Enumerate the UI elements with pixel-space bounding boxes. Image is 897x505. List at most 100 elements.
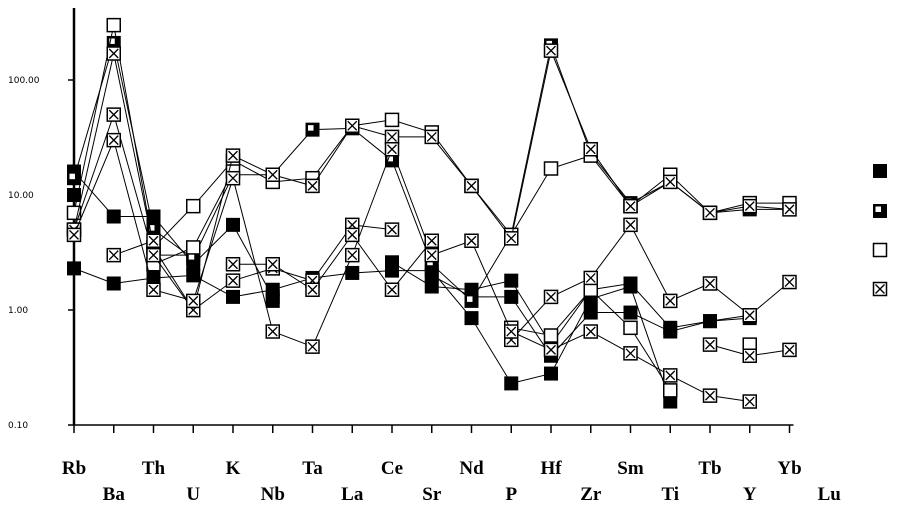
data-point <box>504 289 519 304</box>
series-line <box>233 234 433 291</box>
x-category-label: Ce <box>381 458 403 479</box>
data-point <box>106 276 121 291</box>
data-point <box>464 311 479 326</box>
y-tick-labels: 0.10 1.00 10.00 100.00 <box>8 76 40 431</box>
data-point <box>106 132 121 148</box>
data-point <box>106 209 121 224</box>
data-point <box>504 231 519 246</box>
data-point <box>345 118 360 134</box>
data-point <box>543 43 559 58</box>
data-point <box>623 198 638 214</box>
x-category-label: Th <box>142 458 166 479</box>
data-point <box>583 141 598 157</box>
data-point <box>742 348 757 364</box>
data-point <box>106 17 121 33</box>
data-point <box>583 270 598 286</box>
data-point <box>782 274 797 290</box>
series-7 <box>66 43 797 318</box>
data-point <box>702 337 718 352</box>
data-point <box>623 276 638 291</box>
data-point <box>703 314 717 329</box>
data-point <box>305 339 320 354</box>
data-point <box>663 324 678 339</box>
data-point <box>146 233 161 249</box>
data-point <box>623 346 638 361</box>
series-line <box>73 267 671 402</box>
data-point <box>265 324 280 339</box>
data-point <box>543 328 559 343</box>
data-point <box>384 129 400 145</box>
x-category-label: La <box>341 484 364 505</box>
x-category-label: Y <box>743 484 757 505</box>
legend-marker <box>873 204 887 218</box>
data-point <box>345 265 360 280</box>
data-point <box>384 282 400 297</box>
data-point <box>663 368 678 383</box>
x-category-label: Nb <box>261 484 285 505</box>
data-point <box>702 205 718 221</box>
data-point <box>782 342 797 358</box>
data-point <box>265 256 280 272</box>
data-point <box>225 256 241 272</box>
series-layer <box>66 17 797 409</box>
series-10 <box>106 227 797 364</box>
data-point <box>742 394 757 409</box>
data-point <box>345 227 360 243</box>
data-point <box>583 282 598 297</box>
data-point <box>225 148 241 163</box>
data-point <box>663 174 678 190</box>
data-point <box>384 141 400 157</box>
data-point <box>345 247 360 263</box>
data-point <box>424 233 439 249</box>
data-point <box>583 324 598 339</box>
data-point <box>543 161 559 176</box>
data-point <box>543 289 559 305</box>
data-point <box>543 342 559 358</box>
x-category-label: Sr <box>422 484 442 505</box>
data-point <box>186 240 201 255</box>
data-point <box>106 107 121 122</box>
data-point <box>504 376 519 391</box>
data-point <box>385 255 399 270</box>
data-point <box>464 293 479 308</box>
data-point <box>583 305 598 320</box>
legend-marker <box>872 242 888 258</box>
data-point <box>225 170 241 186</box>
data-point <box>424 129 439 145</box>
data-point <box>305 282 320 297</box>
data-point <box>106 46 121 61</box>
x-category-label: Ti <box>661 484 679 505</box>
y-tick-label: 1.00 <box>8 306 28 316</box>
x-category-label: U <box>186 484 200 505</box>
data-point <box>464 178 479 194</box>
data-point <box>225 273 241 288</box>
legend-marker <box>872 281 888 297</box>
data-point <box>742 308 757 323</box>
data-point <box>106 247 121 263</box>
data-point <box>146 247 161 263</box>
data-point <box>424 247 439 263</box>
data-point <box>186 198 201 214</box>
data-point <box>226 289 240 304</box>
x-category-label: Ba <box>103 484 126 505</box>
x-category-label: Zr <box>580 484 602 505</box>
x-category-label: Yb <box>777 458 801 479</box>
data-point <box>702 276 718 291</box>
x-category-label: Tb <box>698 458 721 479</box>
x-category-label: Hf <box>540 458 562 479</box>
data-point <box>742 198 757 214</box>
data-point <box>226 217 240 232</box>
series-line <box>391 261 750 346</box>
x-category-labels: Rb Ba Th U K Nb Ta La Ce Sr Nd P Hf Zr Sm Ti Tb Y Yb Lu <box>62 458 841 505</box>
data-point <box>663 293 678 309</box>
x-category-label: K <box>226 458 241 479</box>
data-point <box>66 227 82 243</box>
x-category-label: Lu <box>818 484 842 505</box>
data-point <box>186 293 201 309</box>
x-category-label: P <box>505 484 517 505</box>
data-point <box>305 122 320 137</box>
data-point <box>623 305 638 320</box>
x-category-label: Nd <box>459 458 484 479</box>
data-point <box>663 383 678 398</box>
